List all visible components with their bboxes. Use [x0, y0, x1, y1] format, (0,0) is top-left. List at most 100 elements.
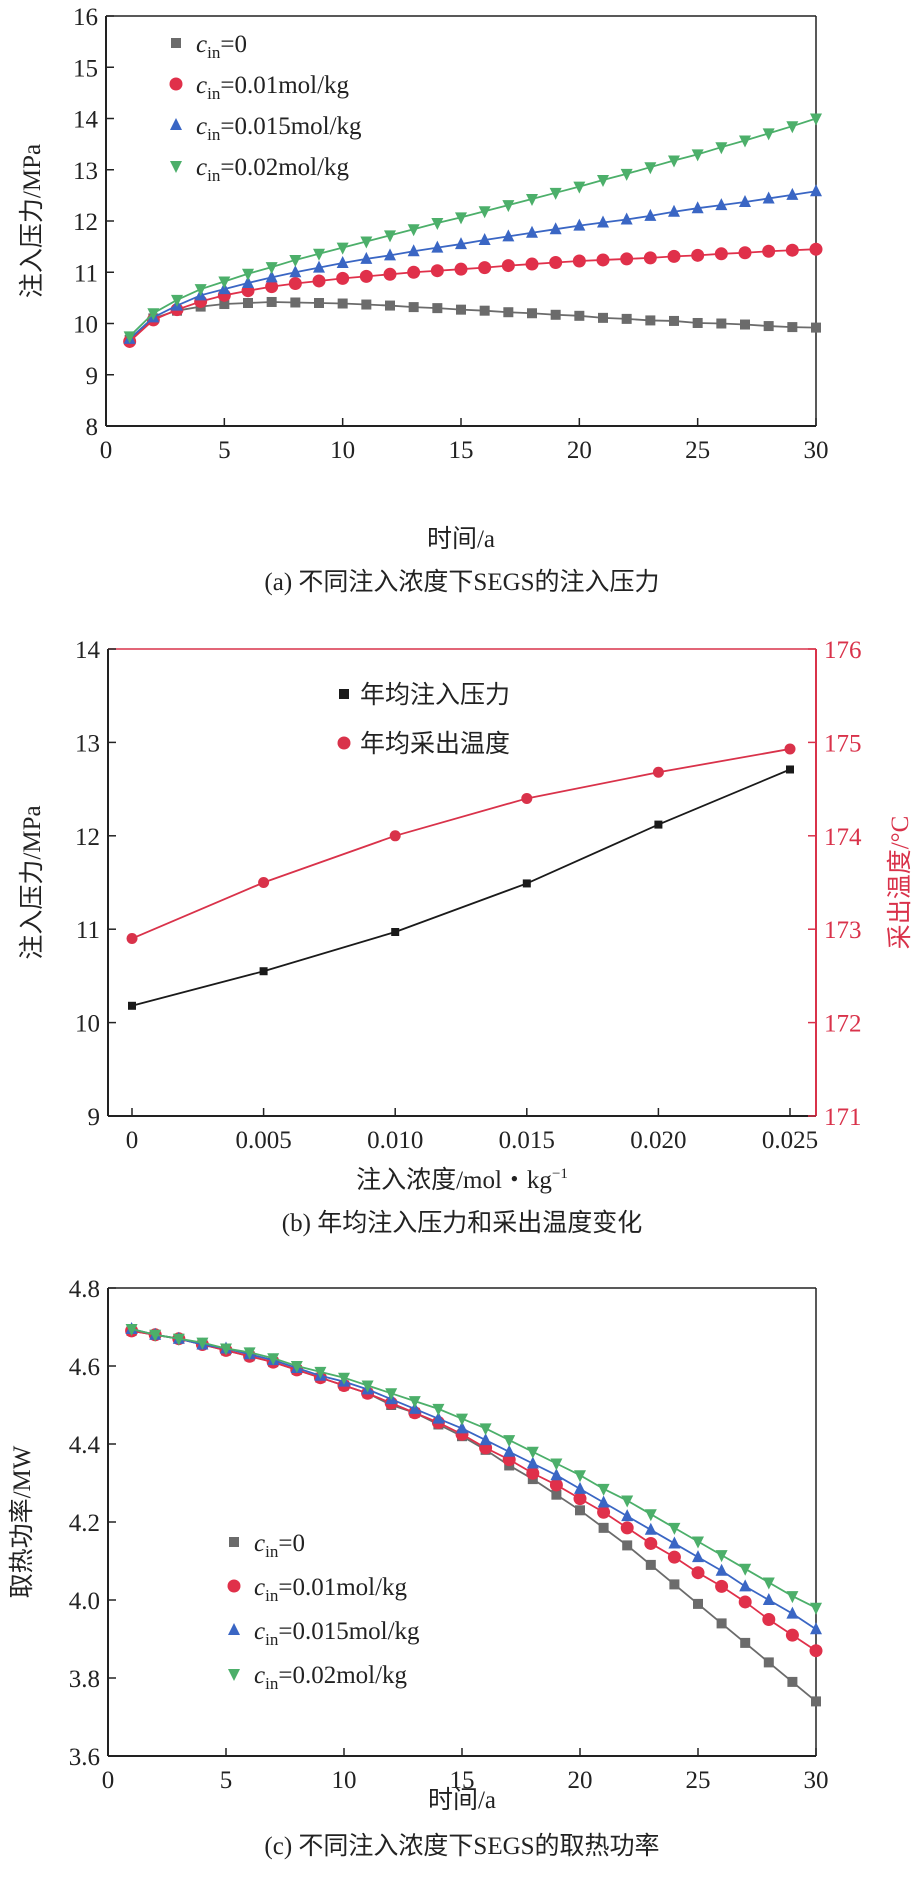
marker-triangle-down [692, 1536, 704, 1549]
marker-circle [501, 259, 515, 273]
marker-triangle-down [360, 236, 373, 249]
marker-circle [227, 1579, 241, 1593]
marker-triangle-down [597, 1483, 610, 1496]
marker-triangle-up [502, 229, 515, 242]
marker-triangle-down [289, 254, 302, 267]
marker-circle [652, 766, 664, 778]
legend-symbol: c [254, 1662, 265, 1689]
series-markers [126, 1325, 821, 1707]
marker-triangle-up [455, 237, 467, 250]
marker-triangle-down [149, 1329, 162, 1342]
legend-symbol: c [196, 113, 207, 140]
marker-circle [337, 736, 351, 750]
marker-triangle-up [431, 240, 444, 253]
marker-circle [738, 246, 752, 260]
y-tick-label: 9 [88, 1104, 101, 1131]
legend: cin=0cin=0.01mol/kgcin=0.015mol/kgcin=0.… [169, 31, 362, 185]
marker-triangle-up [407, 244, 420, 257]
x-axis-label: 时间/a [427, 525, 495, 553]
y-tick-label: 16 [73, 4, 98, 31]
marker-triangle-down [455, 212, 467, 225]
marker-circle [644, 1536, 658, 1550]
marker-circle [549, 1478, 563, 1492]
x-tick-label: 0.015 [499, 1127, 555, 1154]
marker-square [314, 298, 324, 308]
marker-square [645, 315, 656, 326]
y-tick-label: 11 [76, 917, 100, 944]
legend-symbol: c [254, 1530, 265, 1557]
legend-label: cin=0 [196, 31, 247, 62]
chart-c: 0 5 10 15 20 25 30 3.6 3.8 4.0 4.2 4.4 4.6 4.8 时间/a 取热功… [8, 1276, 829, 1860]
x-tick-label: 10 [330, 437, 355, 464]
y-tick-label: 13 [75, 730, 100, 757]
marker-triangle-down [668, 155, 680, 168]
marker-triangle-down [336, 242, 349, 255]
legend-label: 年均采出温度 [360, 730, 510, 758]
series-markers [124, 296, 821, 345]
x-axis-label-text: 时间/a [427, 525, 495, 553]
x-tick-label: 20 [568, 1767, 593, 1794]
marker-triangle-down [549, 187, 562, 200]
legend-value: =0.02mol/kg [278, 1662, 407, 1689]
y2-tick-label: 173 [824, 917, 862, 944]
marker-triangle-up [786, 1606, 799, 1619]
marker-circle [691, 1566, 705, 1580]
x-tick-label: 0.010 [367, 1127, 423, 1154]
x-tick-label: 15 [450, 1767, 475, 1794]
x-tick-label: 0 [126, 1127, 139, 1154]
x-tick-label: 5 [218, 437, 231, 464]
marker-square [574, 310, 585, 321]
y-tick-label: 13 [73, 158, 98, 185]
marker-triangle-up [170, 118, 182, 130]
marker-square [740, 319, 750, 330]
marker-triangle-down [265, 262, 278, 275]
marker-square [598, 1522, 609, 1533]
series-line [129, 248, 817, 343]
x-tick-label: 30 [804, 1767, 829, 1794]
marker-triangle-up [384, 248, 396, 261]
series-markers [126, 743, 796, 945]
x-tick-label: 25 [686, 1767, 711, 1794]
marker-triangle-up [691, 201, 704, 214]
marker-circle [715, 1579, 729, 1593]
marker-triangle-down [715, 1550, 728, 1563]
y-tick-label: 14 [73, 107, 99, 134]
marker-triangle-up [503, 1444, 516, 1457]
series-markers [123, 242, 823, 348]
marker-circle [667, 249, 681, 263]
marker-triangle-down [503, 1435, 516, 1448]
marker-circle [169, 77, 183, 91]
marker-triangle-up [265, 270, 278, 283]
marker-triangle-up [432, 1411, 445, 1424]
marker-circle [549, 256, 563, 270]
marker-square [259, 967, 268, 976]
legend-subscript: in [207, 166, 221, 185]
marker-triangle-down [385, 1388, 398, 1401]
marker-triangle-up [762, 1593, 775, 1605]
y-tick-label: 4.2 [69, 1510, 100, 1537]
y2-tick-label: 174 [824, 824, 862, 851]
series-markers [128, 765, 794, 1010]
marker-triangle-down [243, 1347, 256, 1360]
marker-triangle-down [478, 206, 491, 219]
marker-triangle-up [715, 198, 728, 211]
marker-square [456, 304, 466, 315]
marker-circle [526, 1466, 540, 1480]
marker-triangle-down [384, 230, 396, 243]
marker-triangle-down [762, 1577, 775, 1590]
marker-circle [573, 1492, 587, 1506]
marker-square [654, 820, 663, 829]
legend-symbol: c [196, 154, 207, 181]
marker-circle [383, 267, 397, 281]
x-tick-label: 0.020 [630, 1127, 686, 1154]
series-line [131, 748, 791, 940]
marker-triangle-down [242, 268, 254, 281]
x-tick-label: 20 [567, 437, 592, 464]
legend-symbol: c [196, 72, 207, 99]
series-markers [123, 184, 822, 344]
marker-triangle-up [621, 1509, 634, 1522]
legend-label: cin=0.02mol/kg [254, 1662, 408, 1693]
marker-square [290, 297, 301, 308]
legend-value: =0.015mol/kg [278, 1618, 420, 1645]
y-axis-label: 注入压力/MPa [18, 144, 46, 298]
